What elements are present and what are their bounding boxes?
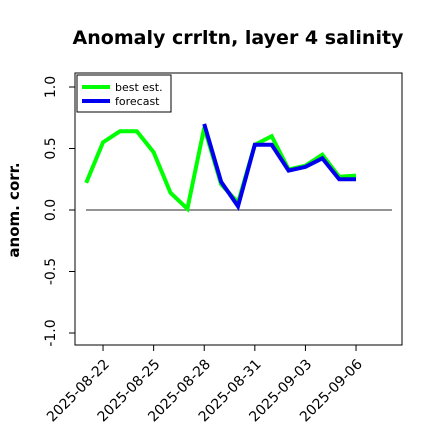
- legend: best est.forecast: [76, 74, 172, 113]
- plot-area-frame: [74, 72, 403, 346]
- y-tick-label: -1.0: [43, 319, 59, 346]
- chart-title: Anomaly crrltn, layer 4 salinity: [73, 27, 404, 49]
- legend-label: best est.: [115, 81, 163, 94]
- chart-marks: -1.0-0.50.00.51.02025-08-222025-08-25202…: [43, 76, 392, 425]
- y-tick-label: 0.0: [43, 199, 59, 221]
- y-axis-label: anom. corr.: [5, 162, 23, 257]
- series-line-forecast: [202, 123, 356, 211]
- y-tick-label: 1.0: [43, 76, 59, 98]
- y-tick-label: 0.5: [43, 137, 59, 159]
- legend-label: forecast: [115, 95, 160, 108]
- series-line-best-est: [84, 127, 357, 213]
- legend-box: [76, 74, 172, 113]
- y-tick-label: -0.5: [43, 258, 59, 285]
